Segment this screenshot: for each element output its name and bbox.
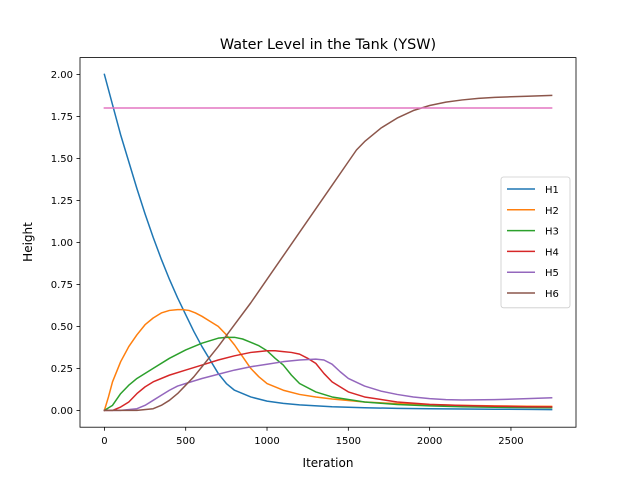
y-tick-label: 0.25 (51, 364, 73, 375)
y-tick-label: 2.00 (51, 70, 73, 81)
legend-label: H3 (545, 227, 559, 238)
y-axis-label: Height (21, 222, 35, 262)
x-tick-label: 500 (176, 436, 195, 447)
y-tick-label: 0.00 (51, 406, 73, 417)
y-tick-label: 1.25 (51, 196, 73, 207)
series-line-h5 (103, 358, 553, 412)
legend: H1 H2 H3 H4 H5 H6 (500, 176, 571, 309)
series-line-h3 (103, 336, 553, 412)
x-tick-label: 1500 (336, 436, 361, 447)
y-axis: 0.00 0.25 0.50 0.75 1.00 1.25 1.50 1.75 2.00 (51, 70, 80, 417)
x-tick-label: 2000 (417, 436, 442, 447)
legend-label: H1 (545, 185, 559, 196)
chart-title: Water Level in the Tank (YSW) (220, 37, 436, 53)
plot-lines (103, 73, 553, 412)
series-line-h4 (103, 350, 553, 412)
series-line-h1 (103, 73, 553, 411)
x-axis: 0 500 1000 1500 2000 2500 (101, 427, 524, 447)
y-tick-label: 1.50 (51, 154, 73, 165)
legend-label: H6 (545, 289, 559, 300)
y-tick-label: 0.75 (51, 280, 73, 291)
y-tick-label: 0.50 (51, 322, 73, 333)
legend-label: H2 (545, 206, 559, 217)
legend-frame (500, 176, 571, 309)
series-line-h6 (103, 94, 553, 412)
legend-label: H5 (545, 268, 559, 279)
x-tick-label: 2500 (498, 436, 523, 447)
legend-label: H4 (545, 247, 559, 258)
y-tick-label: 1.00 (51, 238, 73, 249)
x-tick-label: 1000 (254, 436, 279, 447)
x-tick-label: 0 (101, 436, 107, 447)
x-axis-label: Iteration (303, 456, 354, 470)
y-tick-label: 1.75 (51, 112, 73, 123)
